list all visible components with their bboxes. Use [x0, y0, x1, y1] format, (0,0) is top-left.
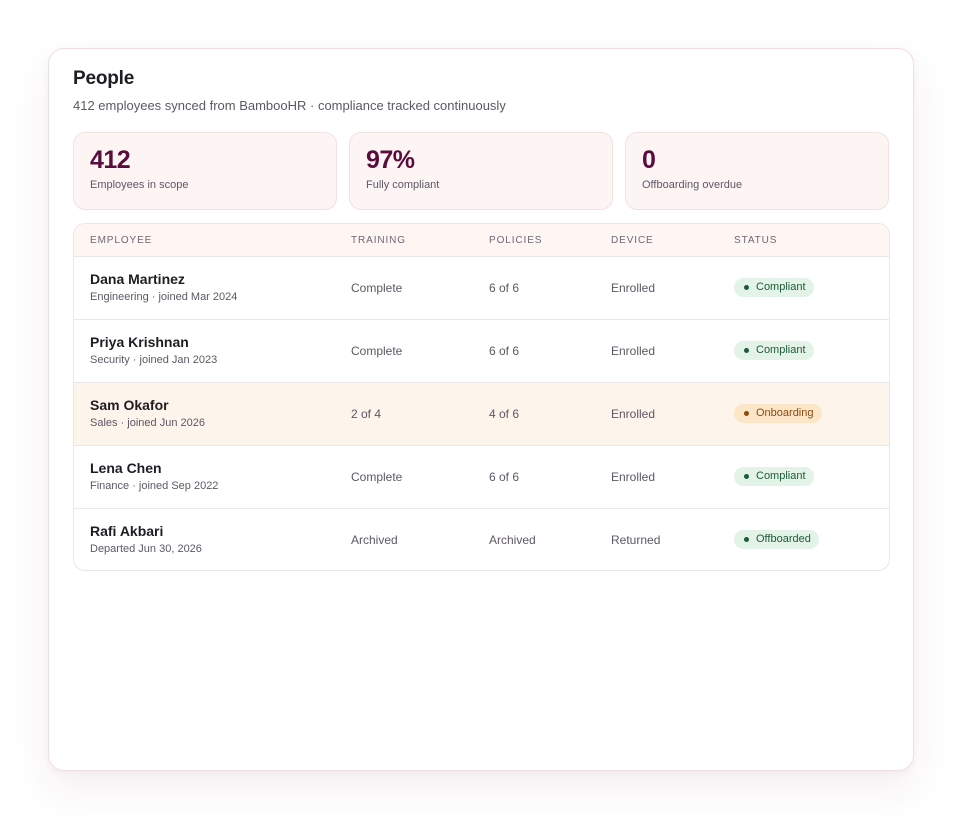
- policies-cell: Archived: [489, 533, 536, 547]
- table-row[interactable]: Dana Martinez Engineering · joined Mar 2…: [74, 257, 889, 320]
- policies-cell: 6 of 6: [489, 281, 520, 295]
- training-cell: 2 of 4: [351, 407, 382, 421]
- policies-cell: 4 of 6: [489, 407, 520, 421]
- people-card: People 412 employees synced from BambooH…: [48, 48, 914, 771]
- status-badge: Compliant: [734, 278, 814, 297]
- status-badge: Offboarded: [734, 530, 819, 549]
- employee-name[interactable]: Rafi Akbari: [90, 523, 164, 539]
- column-header-training[interactable]: TRAINING: [351, 235, 406, 246]
- employee-meta: Security · joined Jan 2023: [90, 354, 218, 366]
- table-row[interactable]: Lena Chen Finance · joined Sep 2022 Comp…: [74, 446, 889, 509]
- employee-name[interactable]: Priya Krishnan: [90, 334, 189, 350]
- device-cell: Enrolled: [611, 281, 656, 295]
- training-cell: Complete: [351, 281, 403, 295]
- stat-card-offboarding: 0 Offboarding overdue: [625, 132, 889, 210]
- stat-value: 0: [642, 146, 656, 174]
- employee-meta: Sales · joined Jun 2026: [90, 417, 205, 429]
- status-badge: Compliant: [734, 341, 814, 360]
- training-cell: Complete: [351, 470, 403, 484]
- status-badge: Onboarding: [734, 404, 822, 423]
- device-cell: Enrolled: [611, 470, 656, 484]
- employee-name[interactable]: Lena Chen: [90, 460, 162, 476]
- column-header-policies[interactable]: POLICIES: [489, 235, 543, 246]
- table-row[interactable]: Priya Krishnan Security · joined Jan 202…: [74, 320, 889, 383]
- column-header-employee[interactable]: EMPLOYEE: [90, 235, 153, 246]
- column-header-status[interactable]: STATUS: [734, 235, 778, 246]
- stat-value: 97%: [366, 146, 415, 174]
- page-subtitle: 412 employees synced from BambooHR · com…: [73, 98, 506, 113]
- policies-cell: 6 of 6: [489, 344, 520, 358]
- policies-cell: 6 of 6: [489, 470, 520, 484]
- device-cell: Returned: [611, 533, 661, 547]
- training-cell: Archived: [351, 533, 398, 547]
- employee-meta: Departed Jun 30, 2026: [90, 543, 202, 555]
- employee-name[interactable]: Sam Okafor: [90, 397, 169, 413]
- status-badge: Compliant: [734, 467, 814, 486]
- stats-row: 412 Employees in scope 97% Fully complia…: [73, 132, 890, 210]
- page-title: People: [73, 68, 135, 89]
- stat-card-compliant: 97% Fully compliant: [349, 132, 613, 210]
- stat-label: Fully compliant: [366, 179, 440, 191]
- table-row[interactable]: Rafi Akbari Departed Jun 30, 2026 Archiv…: [74, 509, 889, 570]
- training-cell: Complete: [351, 344, 403, 358]
- stat-card-employees: 412 Employees in scope: [73, 132, 337, 210]
- stat-value: 412: [90, 146, 131, 174]
- employee-meta: Engineering · joined Mar 2024: [90, 291, 238, 303]
- employee-meta: Finance · joined Sep 2022: [90, 480, 219, 492]
- stat-label: Employees in scope: [90, 179, 189, 191]
- table-header: EMPLOYEE TRAINING POLICIES DEVICE STATUS: [74, 224, 889, 257]
- employee-name[interactable]: Dana Martinez: [90, 271, 185, 287]
- table-row[interactable]: Sam Okafor Sales · joined Jun 2026 2 of …: [74, 383, 889, 446]
- column-header-device[interactable]: DEVICE: [611, 235, 654, 246]
- device-cell: Enrolled: [611, 344, 656, 358]
- stat-label: Offboarding overdue: [642, 179, 743, 191]
- people-table: EMPLOYEE TRAINING POLICIES DEVICE STATUS…: [73, 223, 890, 571]
- device-cell: Enrolled: [611, 407, 656, 421]
